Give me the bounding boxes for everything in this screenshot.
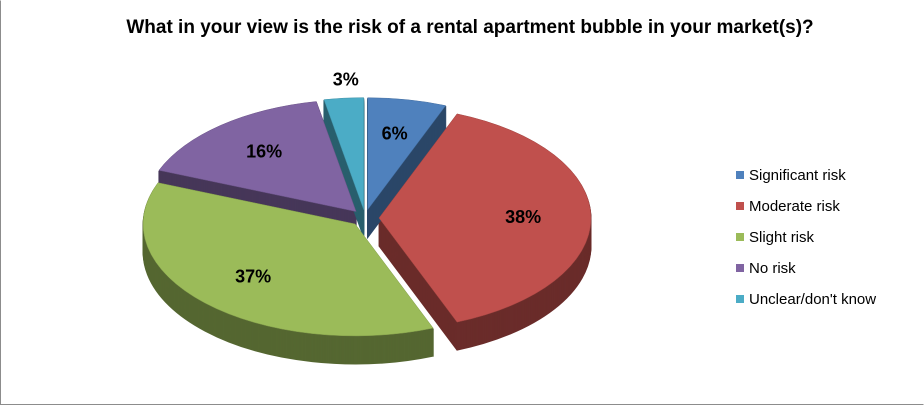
legend-swatch <box>736 202 744 210</box>
legend-swatch <box>736 233 744 241</box>
slice <box>323 97 364 210</box>
legend-label: Moderate risk <box>749 198 840 215</box>
chart-title: What in your view is the risk of a renta… <box>126 17 814 38</box>
legend-swatch <box>736 171 744 179</box>
slice <box>367 97 447 211</box>
slice <box>378 113 592 323</box>
data-label: 3% <box>333 69 359 89</box>
legend-label: No risk <box>749 260 796 277</box>
legend-label: Slight risk <box>749 229 815 246</box>
data-label: 6% <box>382 124 408 144</box>
pie-tops <box>142 97 592 337</box>
legend-swatch <box>736 264 744 272</box>
slice <box>142 182 434 337</box>
legend-label: Unclear/don't know <box>749 291 876 308</box>
data-label: 16% <box>246 142 282 162</box>
data-label: 38% <box>505 207 541 227</box>
slice <box>158 101 357 212</box>
legend-swatch <box>736 295 744 303</box>
legend-label: Significant risk <box>749 167 846 184</box>
data-label: 37% <box>235 267 271 287</box>
